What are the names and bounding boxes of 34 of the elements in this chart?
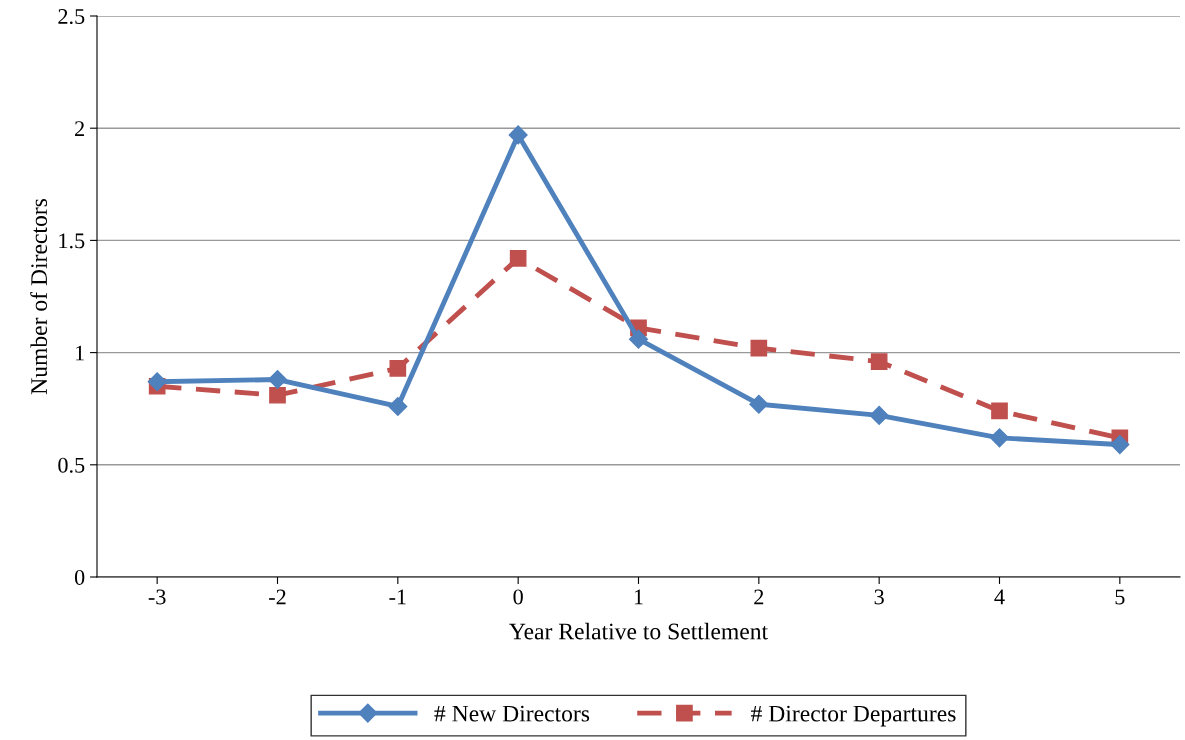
point	[991, 402, 1008, 420]
y-tick-label: 0.5	[58, 457, 85, 473]
y-axis-title: Number of Directors	[30, 199, 48, 395]
point	[749, 394, 769, 414]
x-tick-label: 4	[994, 589, 1005, 605]
x-tick-label: 0	[513, 589, 523, 605]
point	[269, 386, 286, 404]
point	[628, 329, 649, 349]
x-tick-label: -2	[269, 589, 286, 605]
point	[1110, 435, 1130, 455]
point	[267, 369, 288, 390]
x-tick-label: -3	[148, 589, 166, 605]
x-tick-label: -1	[389, 589, 406, 605]
x-tick-label: 2	[754, 589, 764, 605]
point	[869, 405, 889, 425]
point	[989, 428, 1010, 448]
point	[388, 396, 408, 416]
legend-label: # New Directors	[434, 705, 590, 722]
y-tick-label: 2	[75, 121, 84, 136]
point	[508, 125, 528, 145]
x-tick-label: 3	[874, 589, 884, 605]
point	[147, 372, 167, 392]
y-tick-label: 1	[76, 345, 84, 361]
y-tick-label: 0	[74, 569, 85, 585]
x-axis-title: Year Relative to Settlement	[509, 622, 768, 640]
x-tick-label: 5	[1115, 589, 1125, 605]
point	[389, 359, 407, 377]
point	[870, 353, 888, 370]
point	[509, 250, 527, 267]
y-tick-label: 2.5	[58, 8, 85, 25]
legend-label: # Director Departures	[750, 705, 956, 727]
x-tick-label: 1	[634, 589, 643, 605]
y-tick-label: 1.5	[59, 233, 85, 249]
point	[750, 339, 768, 357]
